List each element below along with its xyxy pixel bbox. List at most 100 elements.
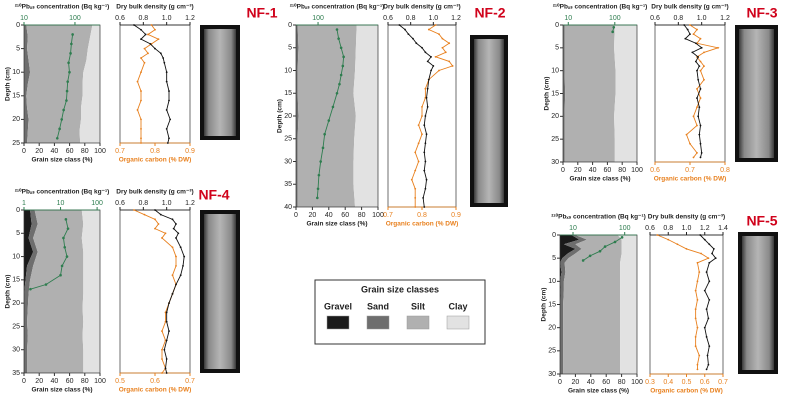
profile-point	[143, 213, 146, 216]
tick-label: 0.8	[720, 167, 730, 174]
tick-label: 0.3	[645, 379, 655, 386]
profile-point	[63, 245, 67, 249]
profile-point	[696, 368, 699, 371]
profile-point	[175, 283, 177, 286]
profile-point	[708, 345, 711, 348]
grain-tick-label: 40	[325, 212, 333, 219]
profile-point	[157, 223, 160, 225]
profile-point	[424, 187, 427, 190]
profile-point	[703, 78, 705, 81]
profile-point	[699, 37, 702, 40]
core-title: NF-3	[746, 5, 777, 21]
depth-tick-label: 0	[16, 22, 20, 29]
profile-point	[140, 142, 142, 144]
grain-tick-label: 100	[631, 167, 643, 174]
grain-area	[24, 210, 38, 373]
depth-tick-label: 25	[12, 323, 20, 330]
profile-point	[29, 287, 32, 291]
profile-point	[696, 97, 698, 99]
profile-point	[430, 69, 432, 72]
pb-label: ²¹⁰Pbₓₛ concentration (Bq kg⁻¹)	[553, 3, 648, 11]
profile-point	[699, 60, 702, 63]
depth-tick-label: 15	[551, 90, 559, 97]
profile-point	[168, 99, 170, 102]
profile-point	[175, 223, 177, 225]
dbd-label: Dry bulk density (g cm⁻³)	[648, 214, 725, 221]
profile-point	[179, 246, 182, 249]
profile-point	[667, 238, 670, 241]
profile-point	[698, 65, 701, 67]
profile-point	[692, 156, 695, 159]
grain-tick-label: 40	[51, 378, 59, 385]
profile-point	[692, 115, 695, 118]
oc-label: Organic carbon (% DW)	[119, 387, 192, 394]
profile-point	[611, 30, 614, 34]
depth-tick-label: 35	[12, 370, 20, 377]
profile-point	[696, 326, 699, 329]
tick-label: 0.6	[700, 379, 710, 386]
tick-label: 0.6	[115, 200, 125, 207]
profile-frame	[654, 24, 726, 163]
profile-point	[417, 142, 420, 145]
profile-point	[694, 336, 697, 338]
profile-line	[137, 24, 160, 143]
profile-point	[133, 209, 135, 211]
profile-point	[708, 261, 711, 264]
grain-tick-label: 0	[294, 212, 298, 219]
depth-tick-label: 25	[284, 136, 292, 143]
profile-point	[581, 259, 585, 262]
profile-point	[415, 42, 418, 45]
profile-point	[316, 187, 320, 191]
profile-point	[165, 358, 168, 360]
profile-point	[161, 358, 163, 360]
profile-point	[703, 238, 706, 241]
profile-point	[59, 273, 62, 277]
profile-point	[414, 169, 417, 172]
profile-point	[140, 127, 142, 130]
tick-label: 1.2	[451, 15, 461, 22]
profile-point	[427, 78, 430, 81]
profile-point	[694, 317, 697, 320]
profile-point	[65, 89, 69, 93]
profile-point	[698, 271, 701, 273]
profile-point	[163, 61, 166, 64]
profile-point	[165, 109, 168, 111]
grain-tick-label: 0	[22, 378, 26, 385]
legend-label: Gravel	[324, 301, 352, 311]
depth-tick-label: 10	[551, 68, 559, 75]
grain-tick-label: 20	[572, 379, 580, 386]
profile-point	[168, 137, 170, 140]
profile-point	[705, 308, 708, 311]
profile-point	[164, 367, 167, 370]
profile-point	[656, 234, 659, 236]
depth-label: Depth (cm)	[5, 275, 12, 309]
grain-tick-label: 80	[358, 212, 366, 219]
grain-tick-label: 80	[618, 379, 626, 386]
tick-label: 1.0	[162, 200, 172, 207]
profile-point	[707, 363, 710, 366]
tick-label: 0.8	[417, 212, 427, 219]
profile-point	[699, 69, 702, 72]
legend-title: Grain size classes	[361, 284, 439, 294]
profile-point	[708, 243, 711, 246]
profile-point	[319, 160, 322, 163]
profile-point	[434, 24, 437, 26]
profile-frame	[119, 24, 191, 144]
profile-point	[159, 52, 162, 55]
profile-point	[451, 65, 454, 67]
grain-area	[560, 235, 580, 374]
grain-tick-label: 0	[22, 148, 26, 155]
depth-tick-label: 20	[284, 113, 292, 120]
grain-tick-label: 20	[35, 148, 43, 155]
tick-label: 10	[57, 200, 65, 207]
profile-point	[698, 106, 701, 109]
grain-tick-label: 60	[66, 378, 74, 385]
grain-tick-label: 40	[589, 167, 597, 174]
profile-point	[697, 56, 700, 58]
profile-point	[699, 234, 702, 236]
profile-point	[708, 298, 711, 301]
profile-point	[65, 255, 69, 258]
profile-point	[154, 47, 156, 50]
depth-tick-label: 5	[16, 45, 20, 52]
profile-point	[404, 28, 406, 31]
